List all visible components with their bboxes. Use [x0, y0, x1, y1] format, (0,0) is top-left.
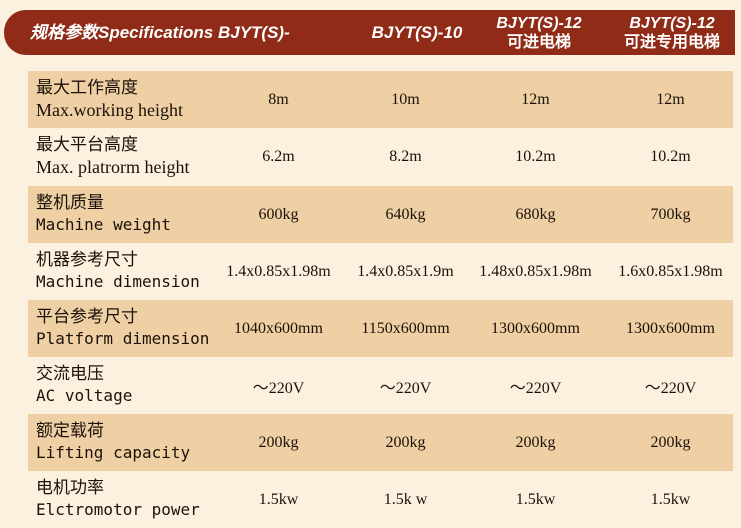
table-row: 电机功率 Elctromotor power 1.5kw 1.5k w 1.5kw 1.…	[28, 471, 733, 528]
table-cell: 1.6x0.85x1.98m	[618, 262, 723, 280]
row-label-cn: 整机质量	[36, 193, 104, 213]
row-label-cn: 最大工作高度	[36, 78, 138, 98]
row-label-en: AC voltage	[36, 386, 133, 405]
row-label-en: Platform dimension	[36, 329, 210, 348]
row-label: 整机质量 Machine weight	[36, 192, 171, 236]
table-cell: 600kg	[258, 205, 299, 223]
table-cell: 700kg	[650, 205, 691, 223]
table-cell: 1.4x0.85x1.98m	[226, 262, 331, 280]
table-cell: 1040x600mm	[234, 319, 323, 337]
row-label: 电机功率 Elctromotor power	[36, 477, 200, 521]
row-label-cn: 额定载荷	[36, 421, 104, 441]
row-label: 最大工作高度 Max.working height	[36, 77, 183, 121]
table-cell: 680kg	[515, 205, 556, 223]
row-label-en: Machine weight	[36, 215, 171, 234]
table-cell: ～220V	[379, 379, 432, 397]
table-cell: 1150x600mm	[361, 319, 450, 337]
table-cell: 8m	[268, 90, 289, 108]
table-cell: 1.5kw	[650, 490, 691, 508]
row-label: 平台参考尺寸 Platform dimension	[36, 306, 209, 350]
row-label-cn: 平台参考尺寸	[36, 307, 138, 327]
header-model: BJYT(S)-12	[496, 14, 582, 32]
table-cell: 200kg	[258, 433, 299, 451]
table-row: 机器参考尺寸 Machine dimension 1.4x0.85x1.98m 1.…	[28, 243, 733, 300]
row-label-en: Lifting capacity	[36, 443, 191, 462]
row-label: 额定载荷 Lifting capacity	[36, 420, 190, 464]
row-label-cn: 电机功率	[36, 478, 104, 498]
table-row: 平台参考尺寸 Platform dimension 1040x600mm 1150x…	[28, 300, 733, 357]
table-row: 最大平台高度 Max. platrorm height 6.2m 8.2m 10.2m…	[28, 128, 733, 185]
table-row: 额定载荷 Lifting capacity 200kg 200kg 200kg 200k…	[28, 414, 733, 471]
table-cell: 1.5k w	[383, 490, 428, 508]
header-note: 可进专用电梯	[623, 33, 720, 51]
table-cell: 8.2m	[389, 147, 422, 165]
table-cell: 1300x600mm	[626, 319, 715, 337]
row-label-cn: 机器参考尺寸	[36, 250, 138, 270]
table-row: 整机质量 Machine weight 600kg 640kg 680kg 700kg	[28, 186, 733, 243]
row-label: 机器参考尺寸 Machine dimension	[36, 249, 200, 293]
table-cell: 1.48x0.85x1.98m	[479, 262, 592, 280]
row-label-en: Machine dimension	[36, 272, 200, 291]
header-specifications: 规格参数Specifications BJYT(S)-	[30, 23, 290, 42]
table-cell: 200kg	[515, 433, 556, 451]
table-cell: 12m	[656, 90, 685, 108]
table-cell: 640kg	[385, 205, 426, 223]
row-label-cn: 最大平台高度	[36, 135, 138, 155]
table-cell: 1300x600mm	[491, 319, 580, 337]
row-label-cn: 交流电压	[36, 364, 104, 384]
row-label: 交流电压 AC voltage	[36, 363, 132, 407]
row-label: 最大平台高度 Max. platrorm height	[36, 134, 189, 178]
row-label-en: Max.working height	[36, 100, 183, 120]
table-cell: ～220V	[509, 379, 562, 397]
table-cell: ～220V	[644, 379, 697, 397]
header-note: 可进电梯	[506, 33, 571, 51]
row-label-en: Max. platrorm height	[36, 157, 190, 177]
table-cell: 1.5kw	[258, 490, 299, 508]
row-label-en: Elctromotor power	[36, 500, 200, 519]
table-row: 交流电压 AC voltage ～220V ～220V ～220V ～220V	[28, 357, 733, 414]
table-row: 最大工作高度 Max.working height 8m 10m 12m 12m	[28, 71, 733, 128]
table-cell: 10.2m	[515, 147, 556, 165]
spec-table-header: 规格参数Specifications BJYT(S)- BJYT(S)-10 B…	[4, 10, 735, 55]
table-cell: 6.2m	[262, 147, 295, 165]
header-model: BJYT(S)-12	[629, 14, 715, 32]
table-cell: 10.2m	[650, 147, 691, 165]
header-model-10: BJYT(S)-10	[371, 23, 463, 42]
table-cell: 200kg	[385, 433, 426, 451]
table-cell: 200kg	[650, 433, 691, 451]
table-cell: 10m	[391, 90, 420, 108]
table-cell: 1.5kw	[515, 490, 556, 508]
table-cell: 12m	[521, 90, 550, 108]
table-cell: 1.4x0.85x1.9m	[357, 262, 454, 280]
header-model-12-special-elevator: BJYT(S)-12 可进专用电梯	[609, 10, 735, 55]
header-model-12-elevator: BJYT(S)-12 可进电梯	[484, 10, 594, 55]
table-cell: ～220V	[252, 379, 305, 397]
